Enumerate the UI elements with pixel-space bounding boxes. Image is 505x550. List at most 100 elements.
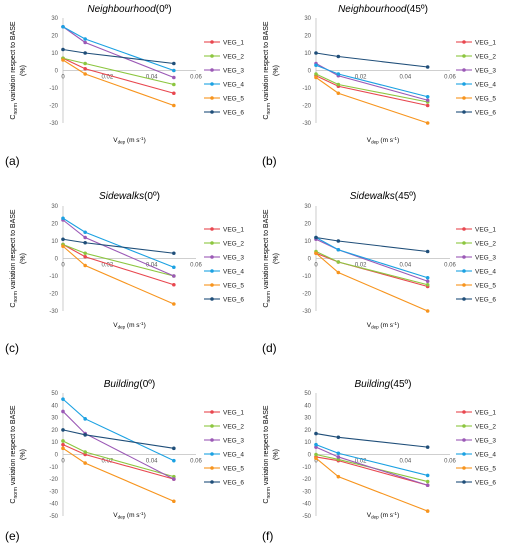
y-label-unit: (%) — [20, 449, 27, 460]
y-axis-unit: (%) — [20, 253, 27, 264]
x-tick-label: 0.06 — [190, 263, 202, 269]
y-tick-label: -30 — [49, 309, 58, 315]
y-tick-label: -30 — [49, 489, 58, 495]
x-label-main: V — [367, 137, 372, 144]
data-point — [172, 265, 176, 270]
x-label-rest: (m s — [379, 137, 394, 144]
title-angle: (0º) — [156, 4, 172, 15]
x-axis-label: Vdep (m s-1) — [367, 136, 400, 145]
data-point — [83, 251, 87, 256]
y-axis-label: Cnorm variation respect to BASE — [263, 21, 272, 120]
data-point — [61, 409, 65, 414]
title-angle: (45º) — [390, 379, 411, 390]
x-label-sup: -1 — [393, 321, 397, 326]
y-tick-label: -10 — [49, 465, 58, 471]
panel-label: (c) — [5, 341, 19, 355]
data-point — [172, 282, 176, 287]
data-point — [314, 456, 318, 460]
y-label-sub: norm — [13, 291, 19, 302]
y-tick-label: -20 — [49, 477, 58, 483]
data-point — [425, 121, 430, 125]
y-tick-label: 50 — [51, 391, 58, 397]
legend-label: VEG_5 — [223, 95, 244, 102]
x-tick-label: 0.06 — [190, 75, 202, 81]
y-tick-label: 20 — [51, 428, 58, 434]
series-line-veg_5 — [315, 457, 428, 512]
x-axis-label: Vdep (m s-1) — [367, 511, 400, 520]
x-tick-label: 0.06 — [444, 75, 456, 81]
x-tick-label: 0.06 — [190, 459, 202, 465]
legend-marker — [210, 269, 214, 273]
legend-label: VEG_6 — [475, 479, 496, 486]
data-point — [336, 435, 341, 440]
series-line-veg_6 — [315, 52, 428, 68]
x-label-sub: dep — [371, 140, 379, 145]
y-axis-label: Cnorm variation respect to BASE — [263, 209, 272, 308]
y-axis-label: Cnorm variation respect to BASE — [10, 209, 19, 308]
legend-label: VEG_5 — [475, 282, 496, 289]
series-line-veg_4 — [62, 398, 175, 462]
y-label-sub: norm — [13, 487, 19, 498]
panel-label: (f) — [262, 529, 273, 543]
x-tick-label: 0 — [61, 263, 65, 269]
data-point — [83, 433, 87, 437]
data-point — [425, 479, 430, 484]
title-name: Neighbourhood — [87, 4, 156, 15]
data-point — [425, 509, 430, 513]
y-tick-label: -20 — [302, 292, 311, 298]
data-point — [336, 455, 341, 459]
legend-label: VEG_6 — [223, 479, 244, 486]
data-point — [314, 51, 318, 55]
data-point — [425, 282, 430, 287]
x-label-rest: (m s — [125, 322, 140, 329]
y-label-rest: variation respect to BASE — [10, 21, 17, 103]
y-tick-label: -20 — [302, 104, 311, 110]
data-point — [172, 61, 176, 66]
y-axis-label: Cnorm variation respect to BASE — [263, 405, 272, 504]
x-tick-label: 0 — [61, 459, 65, 465]
legend-marker — [210, 297, 214, 301]
y-tick-label: 20 — [304, 222, 311, 228]
legend-marker — [462, 40, 466, 44]
x-label-rest: (m s — [125, 512, 140, 519]
data-point — [336, 451, 341, 456]
data-point — [172, 474, 176, 479]
data-point — [61, 58, 65, 62]
x-label-sub: dep — [371, 515, 379, 520]
y-tick-label: 0 — [55, 69, 59, 75]
x-tick-label: 0.04 — [146, 75, 158, 81]
legend-label: VEG_6 — [475, 109, 496, 116]
data-point — [83, 263, 87, 268]
data-point — [83, 72, 87, 76]
y-tick-label: 30 — [304, 204, 311, 210]
y-tick-label: -40 — [302, 502, 311, 508]
data-point — [336, 270, 341, 275]
data-point — [83, 235, 87, 240]
y-tick-label: -10 — [302, 465, 311, 471]
data-point — [314, 442, 318, 447]
x-label-sub: dep — [371, 325, 379, 330]
data-point — [336, 72, 341, 76]
x-axis-label: Vdep (m s-1) — [113, 321, 146, 330]
x-tick-label: 0.02 — [101, 263, 113, 269]
y-label-rest: variation respect to BASE — [263, 405, 270, 487]
x-tick-label: 0.06 — [444, 263, 456, 269]
y-tick-label: 30 — [51, 204, 58, 210]
data-point — [61, 439, 65, 443]
legend-label: VEG_1 — [475, 39, 496, 46]
y-tick-label: 20 — [304, 34, 311, 40]
legend-marker — [210, 68, 214, 72]
series-line-veg_6 — [62, 429, 174, 449]
legend-marker — [210, 452, 214, 456]
y-label-main: C — [10, 499, 17, 504]
x-label-main: V — [367, 512, 372, 519]
y-label-unit: (%) — [273, 449, 280, 460]
y-tick-label: -20 — [302, 477, 311, 483]
data-point — [83, 51, 87, 55]
series-line-veg_6 — [62, 48, 174, 65]
data-point — [172, 251, 176, 256]
data-point — [61, 428, 65, 432]
y-tick-label: 30 — [51, 16, 58, 22]
